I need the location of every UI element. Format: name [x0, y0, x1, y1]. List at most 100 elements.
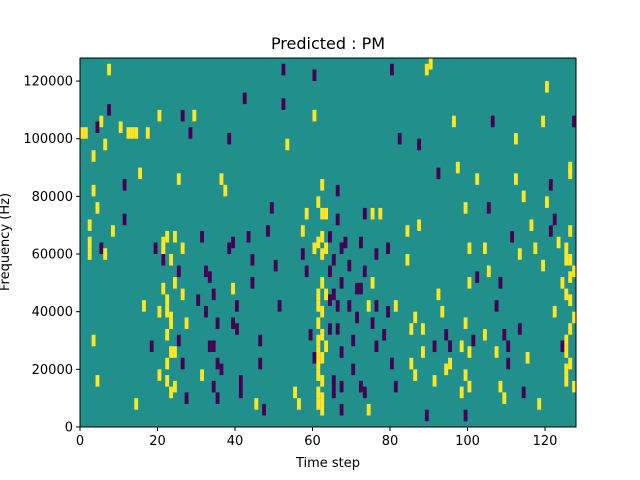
heatmap-cell: [324, 340, 328, 353]
heatmap-cell: [424, 63, 429, 76]
heatmap-cell: [390, 63, 394, 76]
heatmap-cell: [552, 305, 557, 318]
heatmap-cell: [281, 98, 286, 110]
heatmap-cell: [300, 225, 305, 237]
heatmap-cell: [355, 282, 359, 295]
heatmap-cell: [107, 104, 111, 116]
heatmap-cell: [142, 300, 146, 312]
heatmap-cell: [87, 219, 92, 231]
heatmap-cell: [308, 328, 313, 341]
heatmap-cell: [475, 271, 480, 283]
heatmap-cell: [157, 109, 162, 122]
heatmap-cell: [297, 398, 301, 410]
heatmap-cell: [157, 305, 162, 318]
heatmap-cell: [215, 357, 220, 370]
heatmap-cell: [370, 207, 375, 220]
heatmap-cell: [517, 248, 522, 260]
y-tick-label: 40000: [32, 305, 73, 320]
heatmap-cell: [312, 352, 317, 364]
heatmap-cell: [498, 277, 503, 289]
heatmap-cell: [506, 340, 511, 353]
heatmap-cell: [339, 277, 344, 289]
heatmap-cell: [316, 398, 321, 410]
heatmap-cell: [552, 213, 557, 226]
heatmap-cell: [335, 184, 340, 197]
heatmap-cell: [572, 265, 576, 278]
heatmap-cell: [122, 213, 127, 226]
heatmap-cell: [448, 357, 452, 370]
heatmap-cell: [157, 369, 162, 381]
heatmap-cell: [211, 380, 216, 393]
heatmap-cell: [126, 127, 131, 139]
x-tick-label: 80: [382, 434, 399, 449]
heatmap-cell: [281, 63, 286, 76]
heatmap-cell: [165, 357, 170, 370]
heatmap-cell: [490, 115, 495, 128]
heatmap-cell: [316, 386, 321, 399]
heatmap-cell: [335, 323, 340, 335]
heatmap-cell: [463, 202, 468, 214]
y-axis-label: Frequency (Hz): [0, 193, 13, 291]
heatmap-cell: [537, 398, 542, 410]
heatmap-cell: [324, 242, 328, 255]
heatmap-cell: [312, 109, 317, 122]
heatmap-cell: [359, 236, 363, 249]
heatmap-cell: [568, 167, 573, 180]
heatmap-cell: [339, 346, 344, 358]
heatmap-cell: [440, 305, 445, 318]
heatmap-cell: [227, 132, 232, 145]
heatmap-cell: [161, 282, 166, 295]
heatmap-cell: [320, 305, 325, 318]
heatmap-cell: [386, 242, 390, 255]
heatmap-cell: [320, 392, 325, 404]
heatmap-cell: [316, 288, 321, 301]
heatmap-cell: [483, 328, 487, 341]
heatmap-cell: [486, 202, 491, 214]
heatmap-cell: [91, 184, 96, 197]
x-tick-label: 100: [455, 434, 480, 449]
heatmap-cell: [486, 265, 491, 278]
heatmap-cell: [459, 340, 464, 353]
heatmap-cell: [331, 386, 336, 399]
heatmap-cell: [95, 375, 100, 387]
heatmap-cell: [393, 300, 398, 312]
heatmap-cell: [564, 288, 569, 301]
heatmap-cell: [316, 300, 321, 312]
heatmap-cell: [413, 369, 418, 381]
heatmap-cell: [463, 317, 468, 329]
heatmap-cell: [320, 403, 325, 416]
heatmap-cell: [238, 375, 243, 387]
heatmap-cell: [107, 63, 111, 76]
heatmap-cell: [564, 363, 569, 376]
heatmap-cell: [91, 334, 96, 347]
heatmap-cell: [351, 363, 356, 376]
heatmap-cell: [502, 392, 507, 404]
heatmap-cell: [483, 242, 487, 255]
heatmap-cell: [359, 282, 363, 295]
heatmap-cell: [339, 403, 344, 416]
heatmap-cell: [165, 230, 170, 243]
heatmap-cell: [568, 271, 573, 283]
heatmap-cell: [560, 340, 565, 353]
heatmap-cell: [521, 190, 526, 203]
heatmap-cell: [111, 225, 115, 237]
heatmap-cell: [347, 259, 352, 272]
heatmap-cell: [149, 340, 154, 353]
heatmap-cell: [339, 242, 344, 255]
heatmap-cell: [320, 248, 325, 260]
heatmap-cell: [219, 173, 224, 185]
heatmap-cell: [200, 369, 204, 381]
heatmap-cell: [405, 254, 410, 266]
heatmap-cell: [548, 225, 553, 237]
heatmap-cell: [250, 254, 255, 266]
x-tick-label: 20: [149, 434, 166, 449]
y-tick-label: 20000: [32, 363, 73, 378]
heatmap-cell: [452, 115, 456, 128]
heatmap-cell: [370, 317, 375, 329]
heatmap-cell: [118, 121, 123, 133]
heatmap-cell: [173, 230, 177, 243]
heatmap-cell: [417, 219, 421, 231]
heatmap-cell: [324, 207, 328, 220]
heatmap-cell: [467, 380, 472, 393]
